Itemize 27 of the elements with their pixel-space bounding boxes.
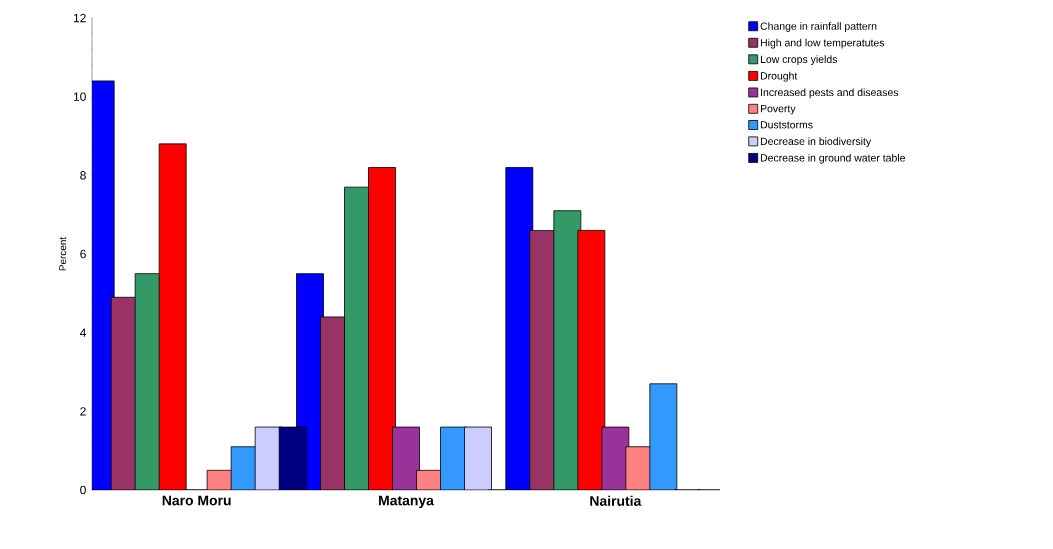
- y-tick-label: 12: [73, 13, 86, 23]
- y-tick-label: 4: [79, 328, 86, 337]
- x-tick-label: Matanya: [379, 495, 434, 509]
- bar: [577, 230, 606, 490]
- legend-label: Increased pests and diseases: [761, 88, 899, 99]
- y-tick-label: 0: [80, 485, 86, 495]
- legend-label: Decrease in ground water table: [760, 153, 905, 164]
- bar: [278, 426, 307, 490]
- y-tick-label: 2: [80, 407, 86, 416]
- y-axis-title: Percent: [59, 236, 67, 271]
- legend-label: Decrease in biodiversity: [760, 137, 872, 148]
- x-tick-label: Naro Moru: [162, 495, 231, 506]
- bar: [392, 426, 420, 490]
- legend-label: Drought: [760, 71, 798, 82]
- x-tick-label: Nairutia: [590, 495, 642, 506]
- bar: [368, 167, 396, 490]
- legend-label: Low crops yields: [760, 55, 838, 66]
- y-tick-label: 6: [80, 249, 86, 259]
- y-tick-label: 8: [80, 171, 86, 180]
- bar: [158, 143, 187, 490]
- bar: [649, 383, 678, 490]
- legend-label: Duststorms: [760, 121, 813, 129]
- legend-label: High and low temperatutes: [760, 38, 885, 49]
- bar: [464, 426, 492, 490]
- y-tick-label: 10: [73, 92, 86, 101]
- legend-label: Poverty: [760, 104, 796, 115]
- legend-label: Change in rainfall pattern: [760, 22, 877, 32]
